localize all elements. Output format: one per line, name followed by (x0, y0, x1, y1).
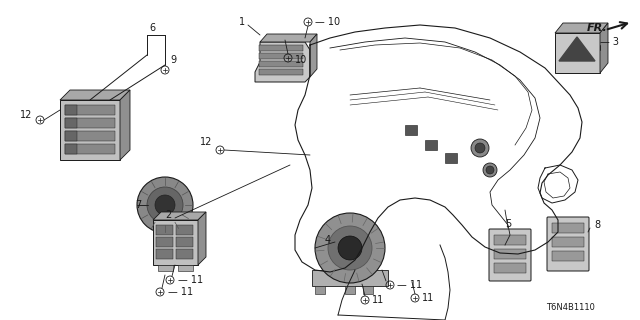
Bar (494, 263, 526, 273)
Text: T6N4B1110: T6N4B1110 (545, 303, 595, 313)
Bar (176, 225, 193, 235)
Bar (494, 235, 526, 245)
Bar (156, 225, 173, 235)
Bar (552, 251, 584, 261)
Text: 10: 10 (295, 55, 307, 65)
Text: 8: 8 (594, 220, 600, 230)
Bar (156, 249, 173, 259)
Bar (65, 105, 115, 115)
Text: 9: 9 (170, 55, 176, 65)
Bar (445, 153, 457, 163)
Polygon shape (153, 220, 198, 265)
Text: — 10: — 10 (315, 17, 340, 27)
Circle shape (486, 166, 494, 174)
Text: — 11: — 11 (397, 280, 422, 290)
Polygon shape (120, 90, 130, 160)
Polygon shape (260, 34, 317, 42)
Polygon shape (310, 34, 317, 77)
Text: 6: 6 (149, 23, 155, 33)
Bar (259, 53, 303, 59)
Polygon shape (600, 23, 608, 73)
Bar (158, 265, 173, 271)
Bar (65, 144, 115, 154)
Bar (259, 61, 303, 67)
Text: 11: 11 (372, 295, 384, 305)
Text: — 11: — 11 (178, 275, 203, 285)
Text: 12: 12 (200, 137, 212, 147)
Bar (65, 118, 115, 128)
Bar (156, 237, 173, 247)
Text: 12: 12 (20, 110, 33, 120)
Text: 4: 4 (325, 235, 331, 245)
Bar (494, 249, 526, 259)
Polygon shape (60, 100, 120, 160)
Bar (552, 223, 584, 233)
Polygon shape (255, 42, 310, 82)
Polygon shape (60, 90, 130, 100)
Bar (65, 131, 77, 141)
Text: 5: 5 (505, 219, 511, 229)
Bar (259, 45, 303, 51)
Text: — 3: — 3 (600, 37, 619, 47)
Circle shape (155, 195, 175, 215)
Bar (65, 118, 77, 128)
Bar (315, 286, 325, 294)
Circle shape (147, 187, 183, 223)
Circle shape (471, 139, 489, 157)
Bar (345, 286, 355, 294)
Circle shape (483, 163, 497, 177)
Text: 7: 7 (135, 200, 141, 210)
Circle shape (475, 143, 485, 153)
FancyBboxPatch shape (547, 217, 589, 271)
Polygon shape (555, 33, 600, 73)
Text: 1: 1 (239, 17, 245, 27)
Bar (176, 237, 193, 247)
Text: 2: 2 (165, 210, 171, 220)
Polygon shape (312, 270, 388, 286)
Text: 11: 11 (422, 293, 435, 303)
Bar (176, 249, 193, 259)
Polygon shape (153, 212, 206, 220)
Circle shape (315, 213, 385, 283)
Bar (178, 265, 193, 271)
FancyBboxPatch shape (489, 229, 531, 281)
Polygon shape (555, 23, 608, 33)
Circle shape (137, 177, 193, 233)
Bar (65, 105, 77, 115)
Bar (425, 140, 437, 150)
Bar (363, 286, 373, 294)
Bar (259, 69, 303, 75)
Bar (552, 237, 584, 247)
Circle shape (338, 236, 362, 260)
Circle shape (328, 226, 372, 270)
Text: — 11: — 11 (168, 287, 193, 297)
Bar (405, 125, 417, 135)
Bar (65, 144, 77, 154)
Text: FR.: FR. (587, 23, 607, 33)
Polygon shape (198, 212, 206, 265)
Polygon shape (559, 37, 595, 61)
Bar (65, 131, 115, 141)
